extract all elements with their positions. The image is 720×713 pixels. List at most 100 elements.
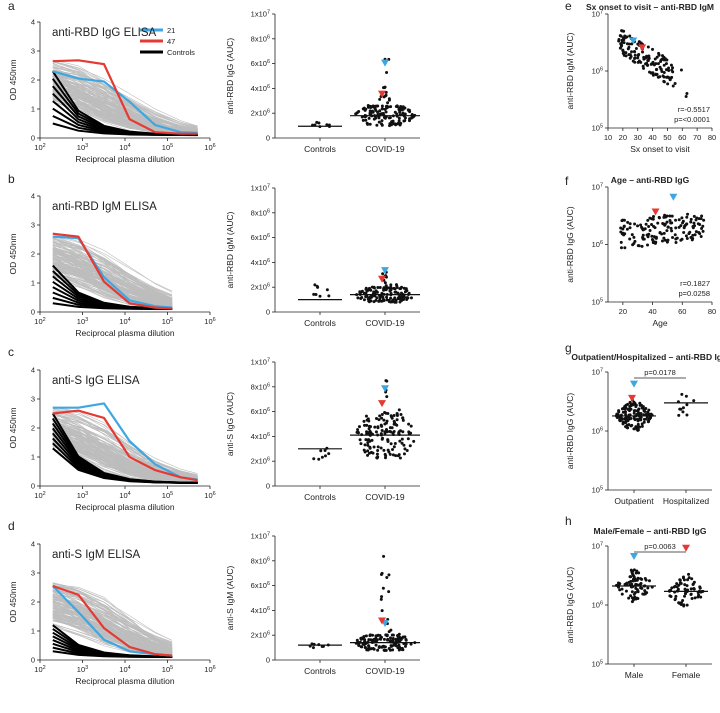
data-point: [376, 648, 380, 652]
data-point: [662, 63, 666, 67]
data-point: [674, 226, 678, 230]
data-point: [398, 113, 402, 117]
data-point: [316, 285, 320, 289]
data-point: [327, 123, 331, 127]
data-point: [684, 234, 688, 238]
data-point: [395, 105, 399, 109]
auc-panel-a2: [272, 13, 420, 141]
data-point: [675, 582, 679, 586]
data-point: [641, 592, 645, 596]
x-axis-label: Reciprocal plasma dilution: [75, 328, 174, 338]
data-point: [625, 424, 629, 428]
data-point: [389, 414, 393, 418]
data-point: [401, 430, 405, 434]
data-point: [663, 238, 667, 242]
data-point: [670, 68, 674, 72]
data-point: [325, 123, 329, 127]
data-point: [620, 232, 624, 236]
data-point: [637, 571, 641, 575]
data-point: [371, 451, 375, 455]
y-tick-label: 1: [31, 627, 35, 636]
data-point: [392, 414, 396, 418]
data-point: [670, 229, 674, 233]
highlight-21-marker: [381, 59, 389, 67]
data-point: [699, 217, 703, 221]
data-point: [698, 586, 702, 590]
data-point: [373, 294, 377, 298]
y-tick-label: 0: [31, 482, 35, 491]
data-point: [364, 107, 368, 111]
data-point: [619, 418, 623, 422]
y-tick-label: 6x106: [251, 59, 270, 68]
data-point: [380, 437, 384, 441]
data-point: [383, 286, 387, 290]
data-point: [633, 50, 637, 54]
sample-curve: [52, 247, 173, 302]
data-point: [380, 104, 384, 108]
y-axis-label: OD 450nm: [8, 59, 18, 100]
data-point: [380, 424, 384, 428]
sample-curve: [52, 590, 173, 650]
data-point: [621, 227, 625, 231]
panel-letter-f: f: [565, 174, 569, 188]
data-point: [640, 225, 644, 229]
data-point: [636, 428, 640, 432]
category-label: Controls: [304, 318, 336, 328]
data-point: [622, 218, 626, 222]
sample-curve: [52, 431, 198, 481]
data-point: [399, 121, 403, 125]
x-tick-label: 106: [204, 143, 215, 152]
data-point: [692, 214, 696, 218]
highlight-21-marker: [630, 553, 638, 561]
data-point: [629, 416, 633, 420]
data-point: [628, 401, 632, 405]
data-point: [677, 601, 681, 605]
data-point: [654, 236, 658, 240]
data-point: [389, 644, 393, 648]
data-point: [354, 112, 358, 116]
series-line-47: [52, 409, 198, 482]
data-point: [699, 590, 703, 594]
data-point: [680, 216, 684, 220]
data-point: [375, 456, 379, 460]
data-point: [656, 75, 660, 79]
data-point: [369, 647, 373, 651]
y-axis-label: anti-S IgG (AUC): [225, 392, 235, 456]
panel-letter-b: b: [8, 172, 15, 186]
data-point: [396, 454, 400, 458]
data-point: [674, 218, 678, 222]
data-point: [619, 240, 623, 244]
data-point: [639, 577, 643, 581]
series-line-21: [52, 70, 198, 134]
p-value-label: p=0.0178: [644, 368, 676, 377]
data-point: [413, 641, 417, 645]
data-point: [387, 590, 391, 594]
data-point: [627, 596, 631, 600]
data-point: [640, 424, 644, 428]
data-point: [374, 639, 378, 643]
data-point: [406, 437, 410, 441]
data-point: [633, 590, 637, 594]
data-point: [397, 431, 401, 435]
data-point: [374, 417, 378, 421]
data-point: [378, 414, 382, 418]
data-point: [660, 239, 664, 243]
data-point: [366, 441, 370, 445]
panel-letter-g: g: [565, 341, 572, 355]
data-point: [633, 53, 637, 57]
data-point: [625, 581, 629, 585]
data-point: [398, 456, 402, 460]
elisa-panel-c: [37, 369, 211, 489]
data-point: [361, 118, 365, 122]
data-point: [379, 433, 383, 437]
sample-curve: [52, 601, 173, 651]
data-point: [318, 294, 322, 298]
data-point: [365, 423, 369, 427]
data-point: [386, 637, 390, 641]
data-point: [665, 229, 669, 233]
data-point: [626, 402, 630, 406]
data-point: [652, 63, 656, 67]
data-point: [384, 275, 388, 279]
x-tick-label: 60: [678, 307, 686, 316]
data-point: [358, 640, 362, 644]
